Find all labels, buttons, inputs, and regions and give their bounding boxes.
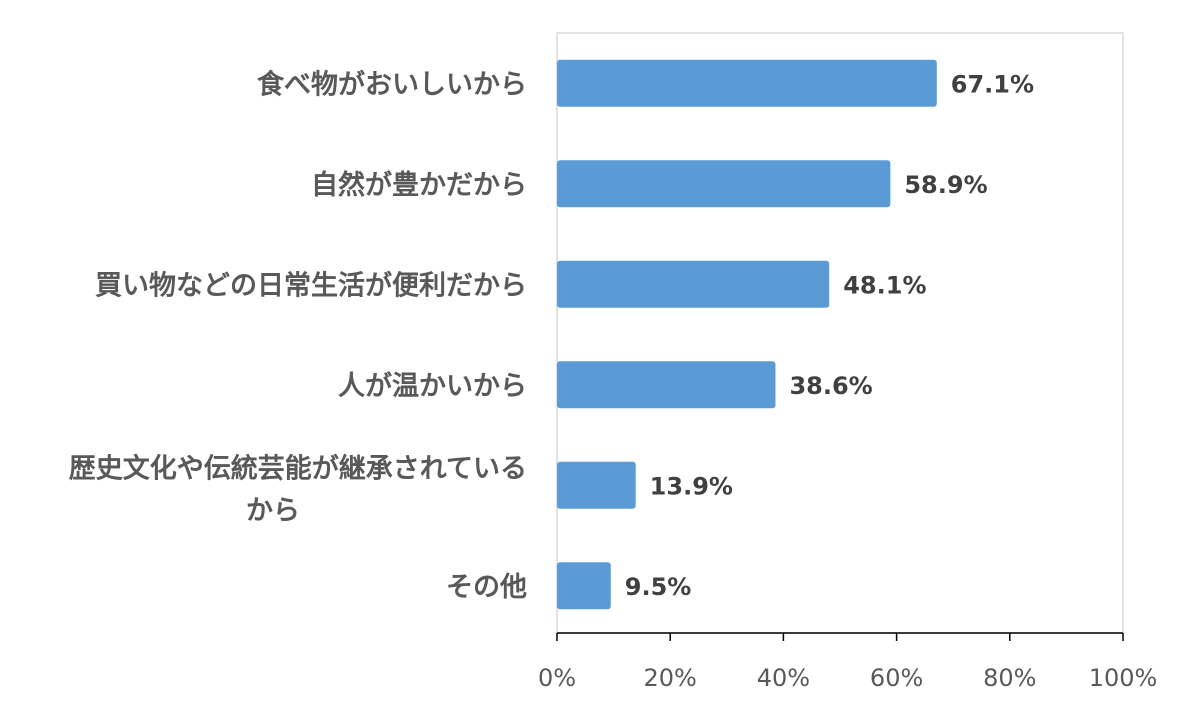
value-label: 38.6% bbox=[789, 372, 872, 400]
x-tick-label: 20% bbox=[644, 664, 697, 692]
value-label: 67.1% bbox=[951, 70, 1034, 98]
bar bbox=[557, 160, 891, 208]
bar bbox=[557, 562, 611, 610]
category-label: その他 bbox=[446, 572, 527, 603]
plot-area bbox=[556, 32, 1124, 634]
value-label: 48.1% bbox=[843, 271, 926, 299]
x-tick-label: 40% bbox=[757, 664, 810, 692]
x-tick-label: 100% bbox=[1089, 664, 1158, 692]
category-label: 歴史文化や伝統芸能が継承されているから bbox=[69, 452, 527, 526]
bar bbox=[557, 361, 776, 409]
value-label: 58.9% bbox=[904, 171, 987, 199]
category-label: 買い物などの日常生活が便利だから bbox=[95, 269, 527, 301]
x-tick-label: 80% bbox=[983, 664, 1036, 692]
x-tick-label: 60% bbox=[870, 664, 923, 692]
x-tick-label: 0% bbox=[538, 664, 576, 692]
category-label: 食べ物がおいしいから bbox=[257, 68, 527, 100]
bar bbox=[557, 59, 937, 107]
bar bbox=[557, 260, 830, 308]
value-label: 9.5% bbox=[625, 573, 692, 601]
category-label: 人が温かいから bbox=[338, 370, 527, 402]
category-label: 自然が豊かだから bbox=[311, 169, 527, 201]
value-label: 13.9% bbox=[650, 472, 733, 500]
bar bbox=[557, 461, 636, 509]
